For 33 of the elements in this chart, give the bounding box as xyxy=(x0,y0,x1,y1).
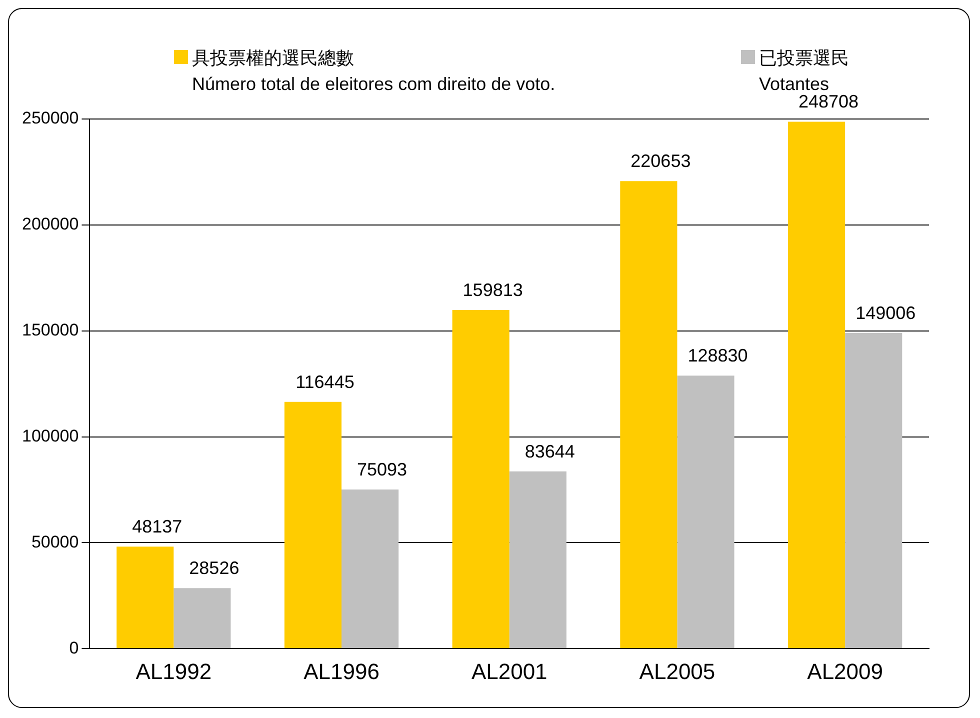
x-tick-label: AL2005 xyxy=(639,658,716,684)
y-tick-label: 50000 xyxy=(31,532,79,552)
data-label: 220653 xyxy=(630,151,691,172)
bar xyxy=(342,490,399,648)
y-tick-label: 0 xyxy=(69,638,79,658)
x-tick-label: AL2001 xyxy=(471,658,548,684)
bar xyxy=(845,332,902,648)
legend-label: 具投票權的選民總數 Número total de eleitores com direito de voto. xyxy=(192,47,556,96)
bar xyxy=(116,546,174,648)
data-label: 28526 xyxy=(189,558,240,578)
data-label: 48137 xyxy=(132,516,182,537)
data-label: 248708 xyxy=(798,92,859,112)
x-tick-label: AL2009 xyxy=(807,658,883,684)
data-label: 83644 xyxy=(524,441,575,462)
x-tick-label: AL1996 xyxy=(304,658,380,684)
y-tick-label: 100000 xyxy=(22,426,79,446)
data-label: 116445 xyxy=(296,372,354,392)
bar xyxy=(677,376,734,648)
data-label: 149006 xyxy=(856,302,916,323)
y-tick-label: 200000 xyxy=(22,214,79,234)
bar xyxy=(620,181,678,648)
bar xyxy=(788,122,846,648)
x-tick-label: AL1992 xyxy=(136,658,212,684)
bar xyxy=(174,588,231,648)
y-tick-label: 250000 xyxy=(22,108,79,128)
legend-label: 已投票選民 Votantes xyxy=(759,47,849,94)
data-label: 159813 xyxy=(462,280,523,300)
data-label: 75093 xyxy=(357,459,408,480)
data-label: 128830 xyxy=(688,346,748,366)
bar xyxy=(284,402,342,648)
bar xyxy=(452,310,510,648)
bar xyxy=(509,471,566,648)
y-tick-label: 150000 xyxy=(22,320,79,340)
